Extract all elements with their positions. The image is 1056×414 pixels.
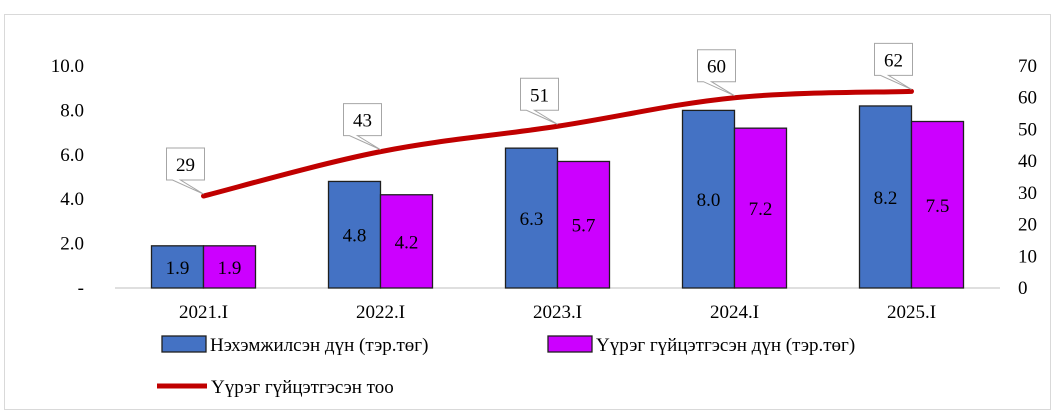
y-left-tick-label: 8.0: [60, 100, 84, 121]
legend-swatch: [161, 335, 207, 353]
line-data-label: 60: [707, 57, 726, 78]
y-right-tick-label: 20: [1018, 215, 1037, 236]
line-data-callout: [520, 77, 559, 125]
bar: [327, 180, 382, 289]
bar: [733, 127, 788, 289]
line-data-label: 29: [176, 155, 195, 176]
bar-data-label: 4.2: [395, 232, 419, 253]
x-tick-label: 2023.I: [533, 302, 582, 323]
x-tick-label: 2024.I: [710, 302, 759, 323]
y-left-tick-label: -: [78, 278, 84, 299]
line-data-callout: [166, 147, 205, 195]
line-data-callout: [874, 42, 913, 90]
y-right-tick-label: 70: [1018, 56, 1037, 77]
bar: [202, 245, 257, 289]
line-data-label: 43: [353, 111, 372, 132]
bar-data-label: 7.2: [749, 199, 773, 220]
line-data-label: 51: [530, 85, 549, 106]
legend-label: Үүрэг гүйцэтгэсэн тоо: [211, 377, 394, 398]
y-left-tick-label: 4.0: [60, 189, 84, 210]
bar-data-label: 6.3: [520, 209, 544, 230]
legend-label: Үүрэг гүйцэтгэсэн дүн (тэр.төг): [596, 335, 855, 356]
bar: [858, 105, 913, 289]
bar: [910, 120, 965, 289]
legend-label: Нэхэмжилсэн дүн (тэр.төг): [210, 335, 428, 356]
bar-data-label: 4.8: [343, 226, 367, 247]
line-data-label: 62: [884, 50, 903, 71]
bar: [150, 245, 205, 289]
y-left-tick-label: 2.0: [60, 234, 84, 255]
bar-data-label: 8.2: [874, 188, 898, 209]
x-tick-label: 2021.I: [179, 302, 228, 323]
bar-data-label: 1.9: [166, 258, 190, 279]
y-right-tick-label: 40: [1018, 151, 1037, 172]
y-right-tick-label: 60: [1018, 88, 1037, 109]
line-series: [201, 88, 914, 199]
bar: [379, 194, 434, 289]
y-right-tick-label: 0: [1018, 278, 1028, 299]
y-right-tick-label: 10: [1018, 246, 1037, 267]
bar-data-label: 5.7: [572, 216, 596, 237]
bar-data-label: 7.5: [926, 196, 950, 217]
y-right-tick-label: 30: [1018, 183, 1037, 204]
line-data-callout: [343, 103, 382, 151]
y-right-tick-label: 50: [1018, 119, 1037, 140]
legend-swatch: [547, 335, 593, 353]
line-data-callout: [697, 49, 736, 97]
x-tick-label: 2022.I: [356, 302, 405, 323]
bar-data-label: 1.9: [218, 258, 242, 279]
bar-data-label: 8.0: [697, 190, 721, 211]
bar: [556, 160, 611, 289]
x-tick-label: 2025.I: [887, 302, 936, 323]
y-left-tick-label: 10.0: [51, 56, 84, 77]
y-left-tick-label: 6.0: [60, 145, 84, 166]
